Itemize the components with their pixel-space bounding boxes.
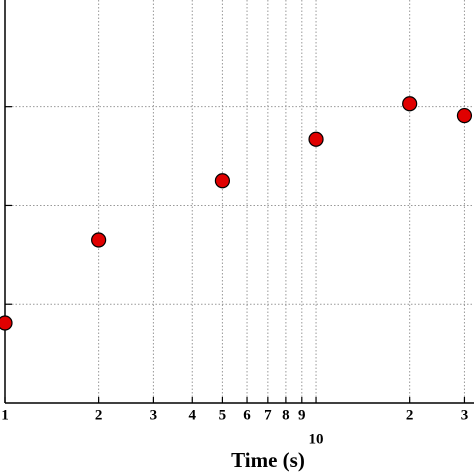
x-axis-title: Time (s) (231, 448, 305, 472)
point (0, 315, 13, 331)
x-tick-label: 9 (298, 407, 306, 423)
grid (5, 0, 474, 403)
x-tick-label: 3 (150, 407, 158, 423)
x-tick-label: 4 (189, 407, 197, 423)
x-tick-label: 10 (309, 431, 324, 447)
x-tick-label: 5 (219, 407, 227, 423)
marks (0, 96, 473, 331)
x-tick-label: 2 (95, 407, 103, 423)
x-tick-label: 2 (406, 407, 414, 423)
x-tick-label: 3 (461, 407, 469, 423)
x-tick-label: 6 (243, 407, 251, 423)
x-tick-label: 7 (264, 407, 272, 423)
point (402, 96, 418, 112)
x-tick-label: 8 (282, 407, 290, 423)
point (308, 131, 324, 147)
point (214, 173, 231, 189)
axes: 1 2 3 4 5 6 7 8 910 2 3 (1, 0, 474, 447)
point (456, 107, 473, 124)
x-tick-label: 1 (1, 407, 9, 423)
point (91, 232, 107, 248)
